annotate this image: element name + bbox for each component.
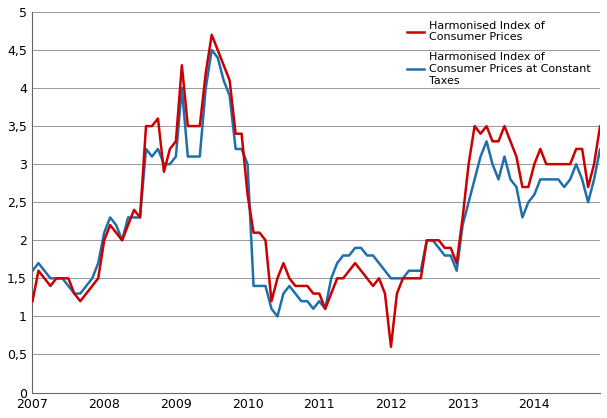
Harmonised Index of
Consumer Prices (531, 162, 538, 167)
Harmonised Index of
Consumer Prices at Constant
Taxes (178, 86, 186, 91)
Harmonised Index of
Consumer Prices at Constant
Taxes (597, 146, 604, 151)
Harmonised Index of
Consumer Prices (226, 78, 233, 83)
Legend: Harmonised Index of
Consumer Prices, Harmonised Index of
Consumer Prices at Cons: Harmonised Index of Consumer Prices, Har… (404, 18, 594, 89)
Line: Harmonised Index of
Consumer Prices at Constant
Taxes: Harmonised Index of Consumer Prices at C… (33, 50, 607, 354)
Harmonised Index of
Consumer Prices at Constant
Taxes (524, 200, 532, 205)
Harmonised Index of
Consumer Prices (29, 298, 36, 303)
Harmonised Index of
Consumer Prices (208, 32, 215, 37)
Harmonised Index of
Consumer Prices (387, 344, 395, 349)
Harmonised Index of
Consumer Prices (435, 238, 443, 243)
Line: Harmonised Index of
Consumer Prices: Harmonised Index of Consumer Prices (33, 35, 607, 347)
Harmonised Index of
Consumer Prices (178, 63, 186, 68)
Harmonised Index of
Consumer Prices at Constant
Taxes (208, 48, 215, 53)
Harmonised Index of
Consumer Prices (602, 124, 607, 129)
Harmonised Index of
Consumer Prices at Constant
Taxes (226, 93, 233, 98)
Harmonised Index of
Consumer Prices at Constant
Taxes (429, 238, 436, 243)
Harmonised Index of
Consumer Prices at Constant
Taxes (29, 268, 36, 273)
